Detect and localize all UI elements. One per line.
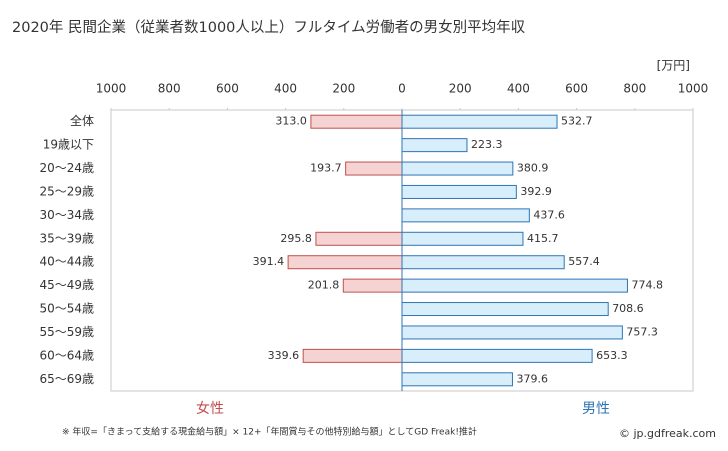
x-tick-label: 600 <box>216 82 239 96</box>
bar <box>401 325 623 340</box>
category-label: 35〜39歳 <box>39 231 94 245</box>
value-label: 223.3 <box>471 138 503 151</box>
bar <box>401 231 524 246</box>
value-label: 201.8 <box>308 279 340 292</box>
value-label: 313.0 <box>275 115 307 128</box>
category-label: 19歳以下 <box>43 138 94 152</box>
x-tick-label: 0 <box>398 82 406 96</box>
bar <box>310 114 403 129</box>
value-label: 415.7 <box>527 232 559 245</box>
value-label: 193.7 <box>310 162 342 175</box>
x-tick-label: 600 <box>565 82 588 96</box>
category-label: 65〜69歳 <box>39 372 94 386</box>
bar <box>401 278 628 293</box>
bar <box>401 161 514 176</box>
value-label: 757.3 <box>626 325 658 338</box>
x-tick-label: 400 <box>507 82 530 96</box>
bar <box>401 372 513 387</box>
x-tick-label: 800 <box>158 82 181 96</box>
bar <box>315 231 403 246</box>
bar <box>287 255 403 270</box>
unit-label: [万円] <box>657 59 690 73</box>
value-label: 392.9 <box>520 185 552 198</box>
category-label: 30〜34歳 <box>39 208 94 222</box>
bar <box>342 278 403 293</box>
bar <box>401 208 530 223</box>
category-label: 50〜54歳 <box>39 302 94 316</box>
x-tick-label: 400 <box>274 82 297 96</box>
value-label: 708.6 <box>612 302 644 315</box>
bar <box>401 138 468 153</box>
category-label: 45〜49歳 <box>39 278 94 292</box>
x-tick-label: 1000 <box>96 82 127 96</box>
category-label: 20〜24歳 <box>39 161 94 175</box>
category-label: 55〜59歳 <box>39 325 94 339</box>
source: © jp.gdfreak.com <box>619 427 716 440</box>
x-tick-label: 200 <box>332 82 355 96</box>
bar <box>401 184 517 199</box>
category-label: 全体 <box>70 113 94 128</box>
category-label: 25〜29歳 <box>39 184 94 198</box>
x-tick-label: 200 <box>449 82 472 96</box>
legend-label: 男性 <box>582 401 610 417</box>
value-label: 295.8 <box>280 232 312 245</box>
legend-label: 女性 <box>196 400 224 417</box>
chart-title: 2020年 民間企業（従業者数1000人以上）フルタイム労働者の男女別平均年収 <box>12 18 526 36</box>
value-label: 437.6 <box>533 208 565 221</box>
value-label: 380.9 <box>517 162 549 175</box>
value-label: 379.6 <box>516 372 548 385</box>
value-label: 774.8 <box>631 279 663 292</box>
bar <box>401 255 565 270</box>
value-label: 391.4 <box>253 255 285 268</box>
x-tick-label: 1000 <box>678 82 709 96</box>
category-label: 60〜64歳 <box>39 348 94 362</box>
value-label: 532.7 <box>561 115 593 128</box>
bar <box>401 302 609 317</box>
value-label: 557.4 <box>568 255 600 268</box>
footnote: ※ 年収=「きまって支給する現金給与額」× 12+「年間賞与その他特別給与額」と… <box>62 426 477 438</box>
bar <box>401 114 558 129</box>
bar <box>401 348 593 363</box>
category-label: 40〜44歳 <box>39 255 94 269</box>
value-label: 653.3 <box>596 349 628 362</box>
bar <box>345 161 403 176</box>
bar <box>302 348 403 363</box>
x-tick-label: 800 <box>623 82 646 96</box>
value-label: 339.6 <box>268 349 300 362</box>
